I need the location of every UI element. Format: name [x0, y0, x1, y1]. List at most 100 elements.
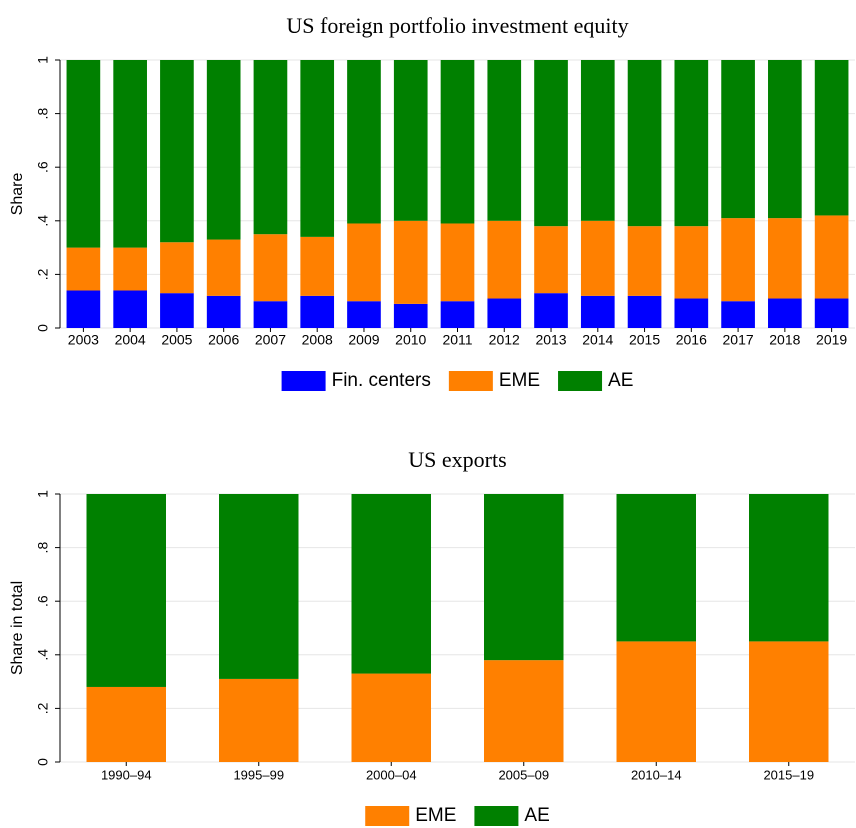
- x-tick-label: 2012: [489, 332, 520, 348]
- x-tick-label: 2006: [208, 332, 239, 348]
- bar-segment: [160, 242, 194, 294]
- y-tick-label: .8: [35, 108, 51, 120]
- bar-segment: [814, 298, 849, 328]
- x-tick-label: 2005: [161, 332, 192, 348]
- y-tick-label: .8: [35, 542, 51, 554]
- bar-segment: [627, 295, 662, 328]
- y-tick-label: .4: [35, 215, 51, 227]
- bar-segment: [219, 678, 299, 762]
- bar-segment: [749, 641, 829, 762]
- x-tick-label: 2019: [816, 332, 847, 348]
- bar-segment: [393, 303, 428, 328]
- bar-segment: [814, 215, 849, 299]
- x-tick-label: 2015: [629, 332, 660, 348]
- bar-segment: [721, 60, 755, 219]
- y-tick-label: .2: [35, 268, 51, 280]
- bar-segment: [721, 218, 755, 302]
- x-tick-label: 2015–19: [763, 767, 814, 782]
- y-tick-label: 1: [35, 56, 51, 64]
- bar-segment: [768, 218, 802, 299]
- y-axis-label: Share in total: [9, 581, 26, 675]
- bar-segment: [206, 239, 241, 296]
- bar-segment: [253, 60, 288, 235]
- bar-segment: [300, 236, 335, 296]
- bar-segment: [616, 641, 696, 762]
- bar-segment: [487, 60, 522, 221]
- bar-segment: [440, 60, 475, 224]
- x-tick-label: 2014: [582, 332, 613, 348]
- y-tick-label: 1: [35, 490, 51, 498]
- bar-segment: [484, 494, 564, 661]
- bar-segment: [66, 60, 101, 248]
- legend: Fin. centers EME AE: [281, 370, 633, 391]
- bar-segment: [487, 220, 522, 299]
- bar-segment: [253, 301, 288, 328]
- bar-segment: [219, 494, 299, 679]
- bar-segment: [113, 290, 147, 328]
- bar-segment: [768, 298, 802, 328]
- bar-segment: [393, 60, 428, 221]
- bar-segment: [749, 494, 829, 642]
- bar-segment: [534, 293, 568, 328]
- bar-segment: [721, 301, 755, 328]
- x-tick-label: 2017: [723, 332, 754, 348]
- chart-title: US exports: [408, 447, 506, 472]
- x-tick-label: 2004: [115, 332, 146, 348]
- legend-label: AE: [524, 805, 549, 826]
- bar-segment: [487, 298, 522, 328]
- legend-swatch: [448, 371, 493, 391]
- chart-title: US foreign portfolio investment equity: [286, 13, 628, 38]
- bar-segment: [347, 60, 381, 224]
- bar-segment: [86, 686, 166, 762]
- y-tick-label: .4: [35, 649, 51, 661]
- bar-segment: [206, 60, 241, 240]
- x-tick-label: 2007: [255, 332, 286, 348]
- bar-segment: [113, 60, 147, 248]
- bar-segment: [351, 494, 431, 674]
- legend-label: EME: [499, 370, 540, 391]
- bar-segment: [768, 60, 802, 219]
- x-tick-label: 2010–14: [631, 767, 682, 782]
- bar-segment: [440, 301, 475, 328]
- bar-segment: [300, 295, 335, 328]
- y-tick-label: 0: [35, 324, 51, 332]
- y-axis-label: Share: [9, 173, 26, 216]
- bar-segment: [160, 293, 194, 328]
- bar-segment: [113, 247, 147, 291]
- bar-segment: [347, 301, 381, 328]
- bar-segment: [347, 223, 381, 302]
- bar-segment: [627, 60, 662, 227]
- bar-segment: [674, 226, 709, 299]
- legend-swatch: [365, 806, 410, 826]
- legend-label: Fin. centers: [332, 370, 431, 391]
- bar-segment: [674, 60, 709, 227]
- bar-segment: [66, 247, 101, 291]
- bar-segment: [253, 234, 288, 302]
- bar-segment: [534, 60, 568, 227]
- bar-segment: [627, 226, 662, 296]
- bar-segment: [393, 220, 428, 304]
- x-tick-label: 2000–04: [366, 767, 417, 782]
- x-tick-label: 2008: [302, 332, 333, 348]
- y-tick-label: .6: [35, 595, 51, 607]
- bar-segment: [160, 60, 194, 243]
- bar-segment: [674, 298, 709, 328]
- x-tick-label: 2003: [68, 332, 99, 348]
- bar-segment: [86, 494, 166, 687]
- bar-segment: [580, 60, 615, 221]
- bar-segment: [580, 220, 615, 296]
- x-tick-label: 1990–94: [101, 767, 152, 782]
- legend-label: AE: [608, 370, 633, 391]
- x-tick-label: 2013: [535, 332, 566, 348]
- y-tick-label: 0: [35, 758, 51, 766]
- legend-swatch: [474, 806, 519, 826]
- x-tick-label: 2018: [769, 332, 800, 348]
- bar-segment: [616, 494, 696, 642]
- bar-segment: [814, 60, 849, 216]
- bar-segment: [300, 60, 335, 237]
- legend: EME AE: [365, 805, 550, 826]
- y-tick-label: .2: [35, 702, 51, 714]
- bar-segment: [206, 295, 241, 328]
- bar-segment: [351, 673, 431, 762]
